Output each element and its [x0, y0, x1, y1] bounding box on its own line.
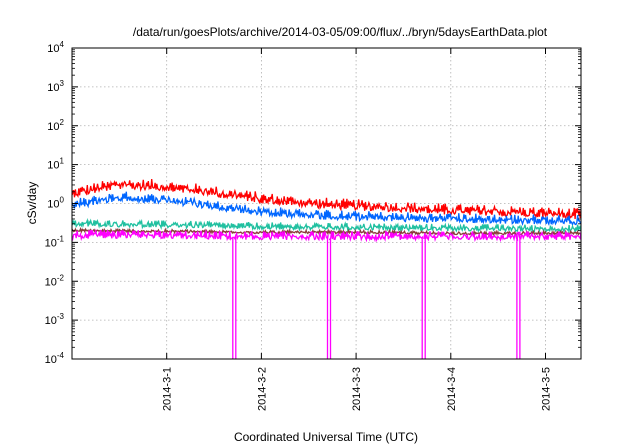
x-axis-ticks: 2014-3-1 2014-3-2 2014-3-3 2014-3-4 2014-3-5: [162, 48, 552, 411]
y-axis-ticks: 10-4 10-3 10-2 10-1 100 101 102 103 104: [45, 40, 581, 366]
y-tick-label: 104: [47, 40, 64, 55]
chart-title: /data/run/goesPlots/archive/2014-03-05/0…: [133, 25, 548, 39]
series-line-5: [72, 228, 581, 359]
y-tick-label: 10-2: [45, 273, 65, 288]
x-tick-label: 2014-3-1: [162, 367, 174, 411]
y-tick-label: 100: [47, 196, 64, 211]
y-tick-label: 102: [47, 118, 64, 133]
x-tick-label: 2014-3-5: [540, 367, 552, 411]
x-axis-label: Coordinated Universal Time (UTC): [234, 430, 418, 444]
y-tick-label: 10-1: [45, 234, 65, 249]
y-axis-label: cSv/day: [25, 182, 39, 225]
y-tick-label: 103: [47, 79, 64, 94]
grid-lines: [72, 48, 581, 359]
x-tick-label: 2014-3-3: [351, 367, 363, 411]
series-line-1: [72, 179, 581, 220]
x-tick-label: 2014-3-4: [446, 367, 458, 411]
series-line-3: [72, 217, 581, 234]
y-tick-label: 10-4: [45, 351, 65, 366]
series-line-2: [72, 191, 581, 227]
y-tick-label: 101: [47, 157, 64, 172]
y-tick-label: 10-3: [45, 312, 65, 327]
series-line-4: [72, 226, 581, 237]
x-tick-label: 2014-3-2: [256, 367, 268, 411]
series-group: [72, 179, 581, 359]
